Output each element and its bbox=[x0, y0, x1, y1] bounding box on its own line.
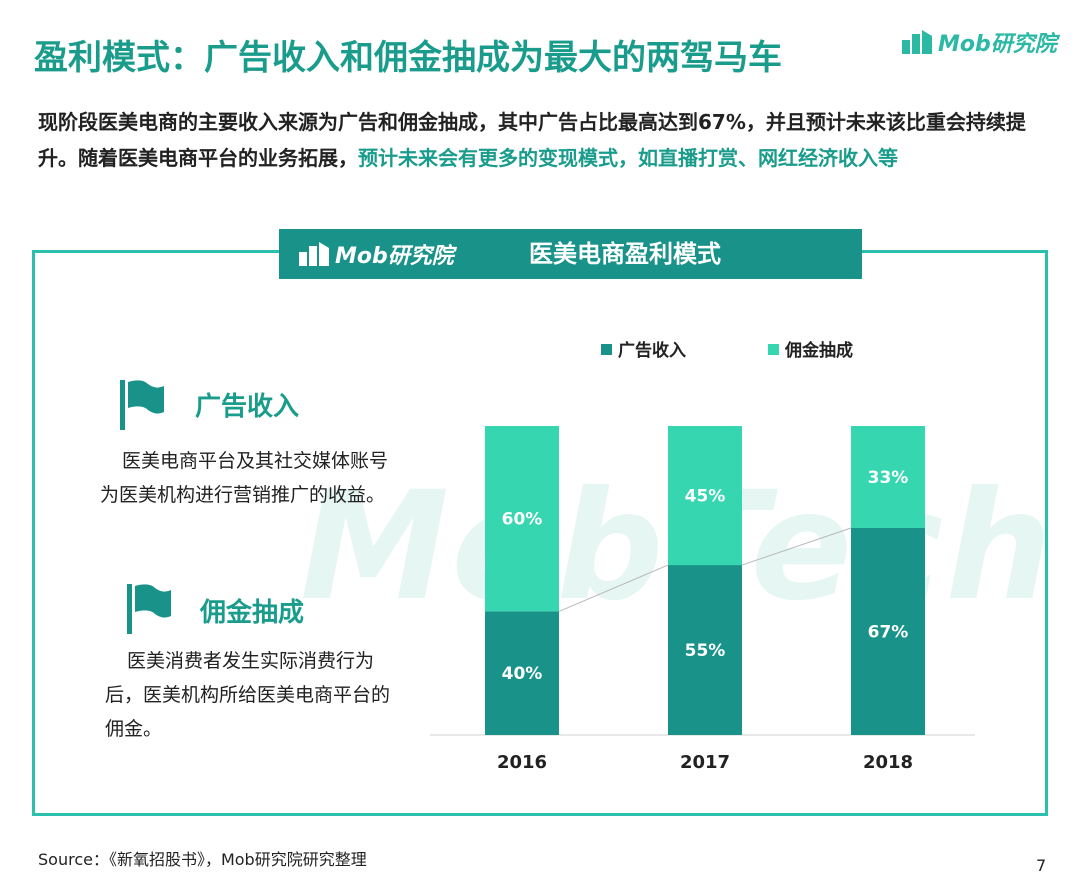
legend-label: 广告收入 bbox=[618, 340, 686, 361]
data-label: 45% bbox=[685, 487, 726, 507]
bar-commission-2016 bbox=[485, 426, 559, 612]
panel-title: 医美电商盈利模式 bbox=[529, 240, 721, 268]
mob-logo-icon bbox=[299, 242, 329, 266]
data-label: 33% bbox=[868, 468, 909, 488]
legend-swatch bbox=[768, 344, 779, 355]
data-label: 60% bbox=[502, 510, 543, 530]
x-tick-label: 2017 bbox=[680, 752, 730, 773]
flag-icon bbox=[120, 380, 164, 430]
section-title-commission: 佣金抽成 bbox=[200, 598, 305, 628]
summary-highlight: 预计未来会有更多的变现模式，如直播打赏、网红经济收入等 bbox=[358, 146, 898, 170]
bar-ad-revenue-2018 bbox=[851, 527, 925, 735]
brand-name: Mob研究院 bbox=[938, 32, 1057, 57]
section-desc-commission: 医美消费者发生实际消费行为后，医美机构所给医美电商平台的佣金。 bbox=[105, 650, 391, 740]
panel-logo: Mob研究院 bbox=[297, 238, 454, 270]
panel-header: Mob研究院 医美电商盈利模式 bbox=[279, 229, 862, 279]
legend-label: 佣金抽成 bbox=[784, 340, 853, 361]
legend-swatch bbox=[601, 344, 612, 355]
flag-icon bbox=[127, 584, 171, 634]
panel-brand-name: Mob研究院 bbox=[335, 244, 454, 269]
trend-connector-line bbox=[558, 564, 669, 612]
summary-text: 现阶段医美电商的主要收入来源为广告和佣金抽成，其中广告占比最高达到67%，并且预… bbox=[38, 104, 1048, 176]
page-title: 盈利模式：广告收入和佣金抽成为最大的两驾马车 bbox=[34, 38, 782, 78]
bar-ad-revenue-2016 bbox=[485, 611, 559, 735]
x-tick-label: 2018 bbox=[863, 752, 913, 773]
data-label: 67% bbox=[868, 622, 909, 642]
section-title-ad-revenue: 广告收入 bbox=[195, 392, 300, 422]
bar-commission-2017 bbox=[668, 426, 742, 566]
x-tick-label: 2016 bbox=[497, 752, 547, 773]
data-label: 55% bbox=[685, 641, 726, 661]
summary-part1: 现阶段医美电商的主要收入来源为广告和佣金抽成，其中广告占比最高达到67%，并且预… bbox=[38, 110, 1026, 170]
bar-commission-2018 bbox=[851, 426, 925, 528]
source-note: Source：《新氧招股书》，Mob研究院研究整理 bbox=[38, 850, 367, 869]
bar-ad-revenue-2017 bbox=[668, 565, 742, 735]
page-number: 7 bbox=[1036, 856, 1047, 875]
brand-logo: Mob研究院 bbox=[900, 26, 1057, 58]
data-label: 40% bbox=[502, 664, 543, 684]
section-desc-ad-revenue: 医美电商平台及其社交媒体账号为医美机构进行营销推广的收益。 bbox=[100, 450, 389, 506]
trend-connector-line bbox=[741, 527, 852, 566]
mob-logo-icon bbox=[902, 30, 932, 54]
